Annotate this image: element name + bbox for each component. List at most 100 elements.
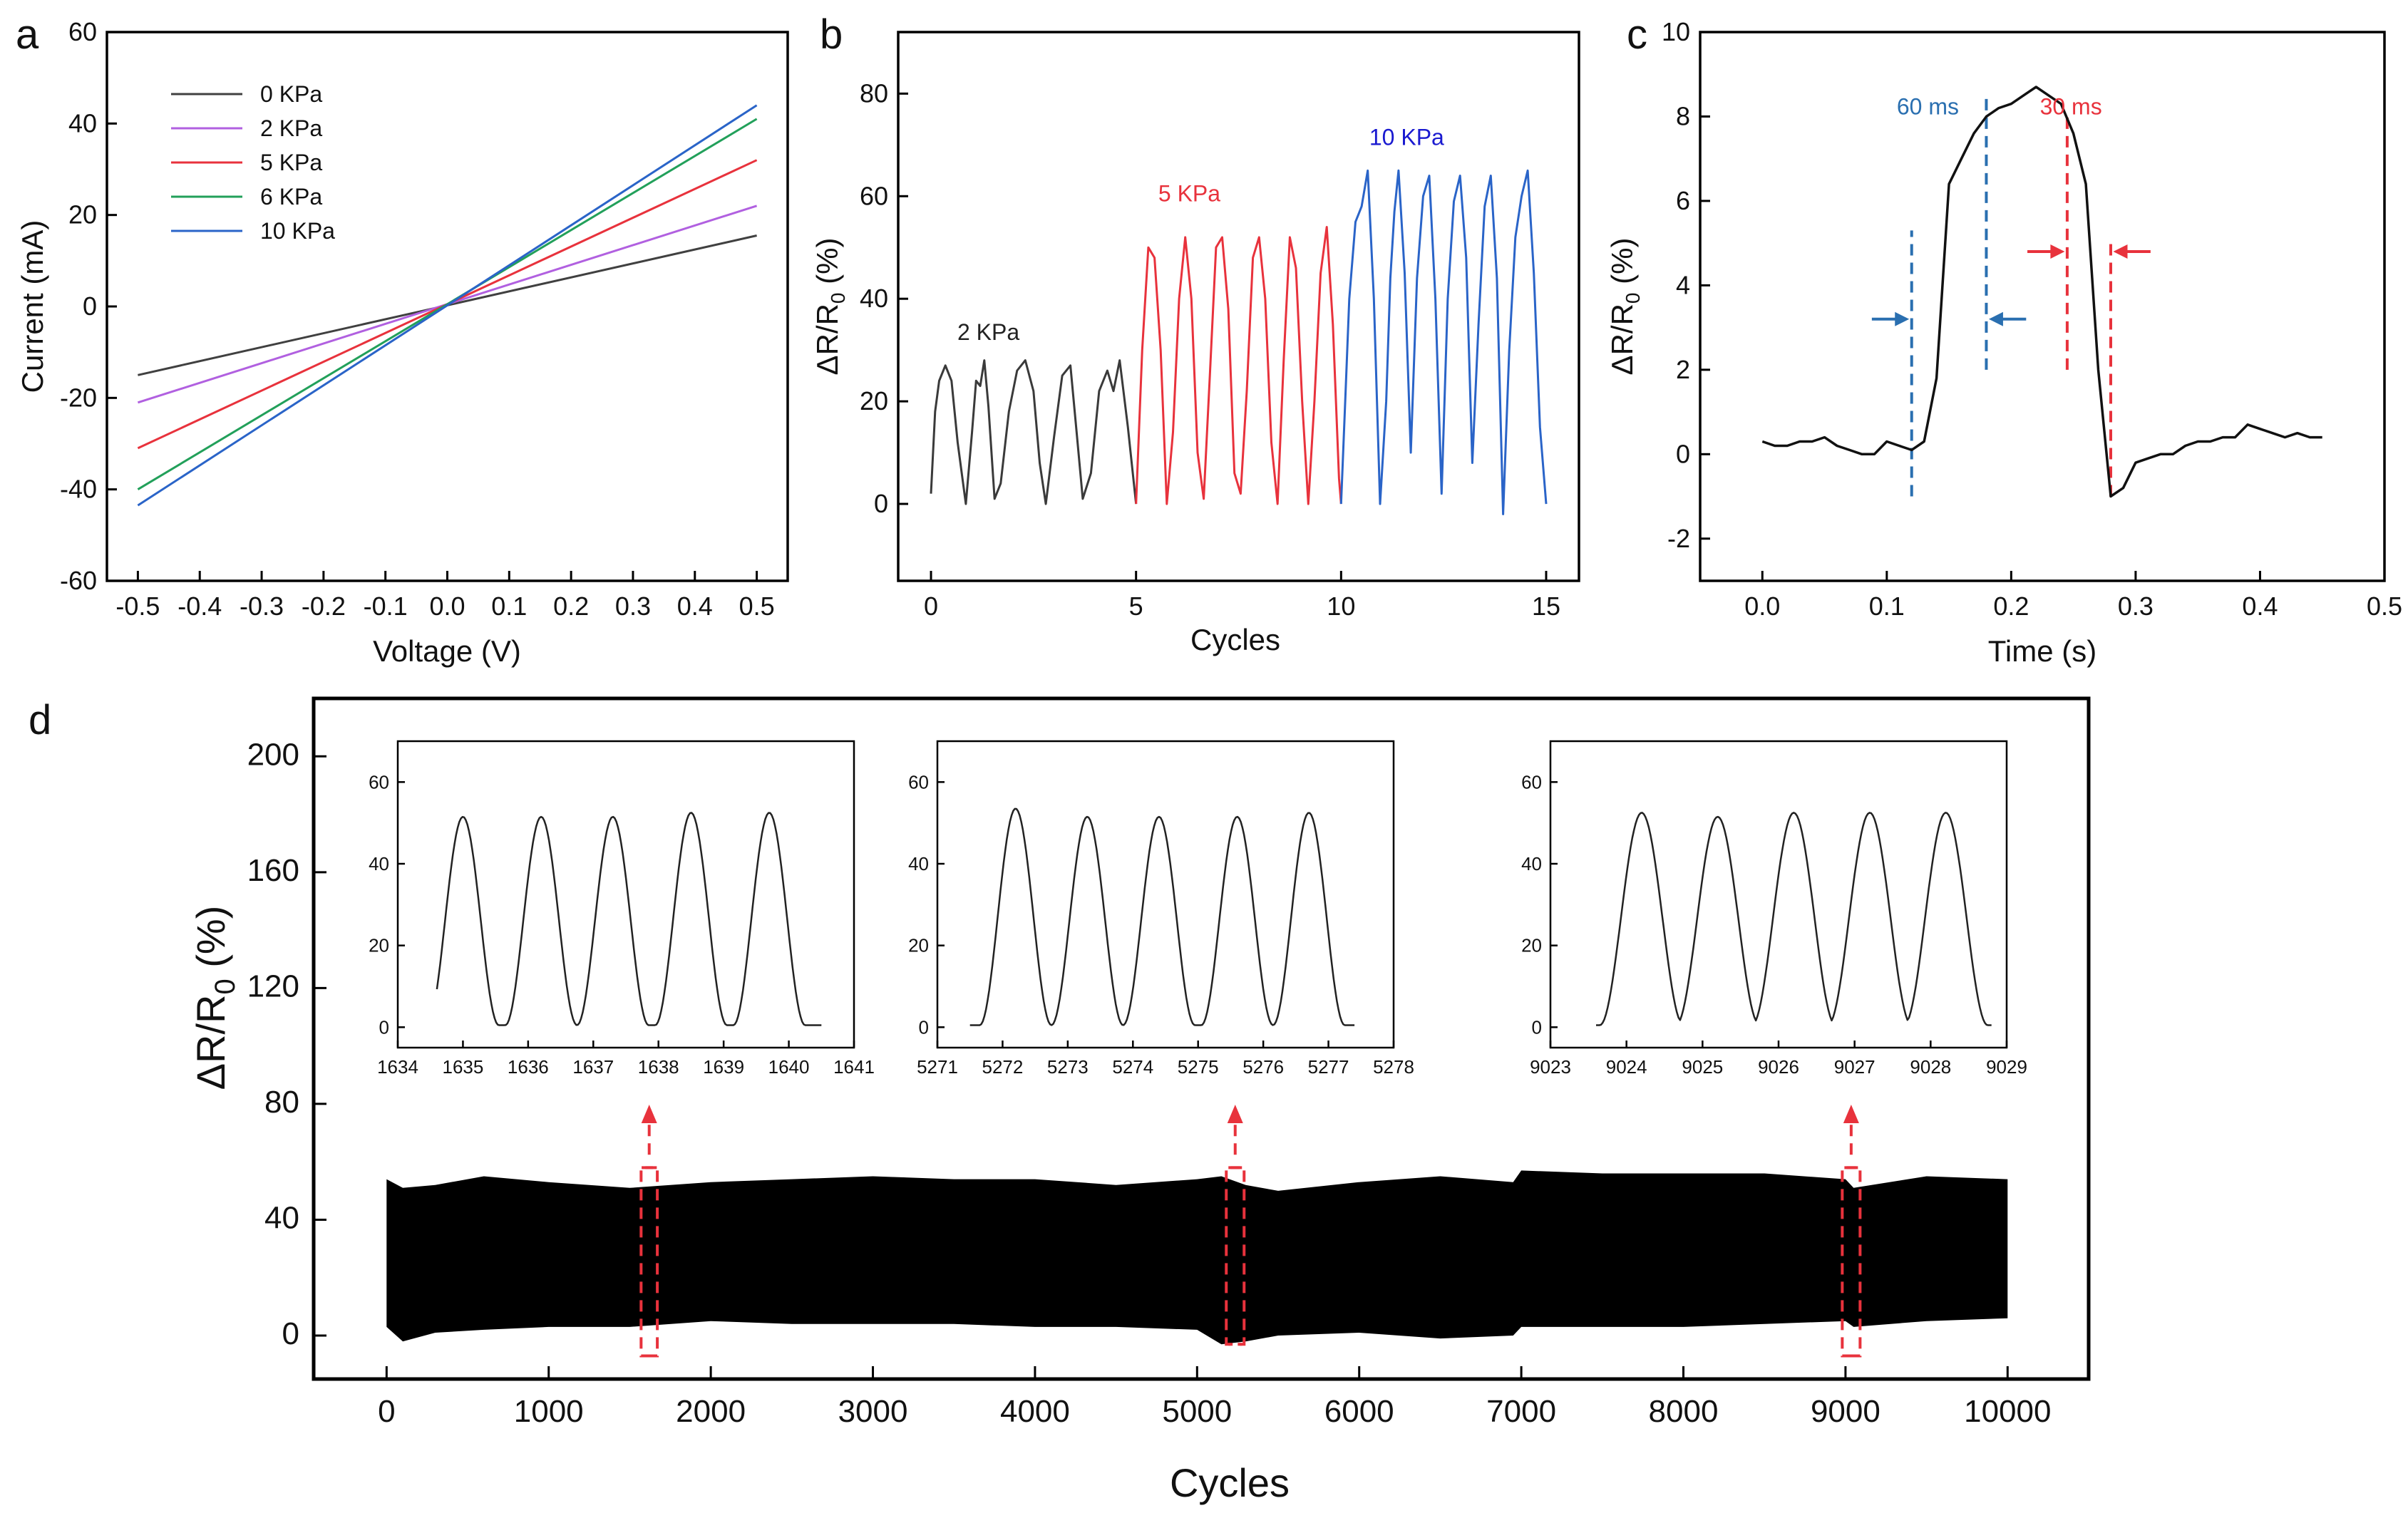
panel-d-xtick-label: 1000 — [514, 1394, 584, 1429]
zoom-arrow-head — [1227, 1105, 1243, 1123]
panel-c-ytick-label: 2 — [1676, 355, 1690, 384]
inset-ytick-label: 60 — [1521, 771, 1542, 792]
panel-d-ytick-label: 120 — [247, 969, 299, 1003]
inset-xtick-label: 9026 — [1758, 1056, 1799, 1078]
annotation-label: 60 ms — [1897, 94, 1959, 120]
highlight-box-right — [642, 1166, 659, 1358]
annotation-label: 5 KPa — [1158, 180, 1220, 206]
inset-ytick-label: 60 — [908, 771, 929, 792]
inset-xtick-label: 1641 — [833, 1056, 875, 1078]
panel-a-xtick-label: -0.2 — [302, 592, 346, 621]
inset-xtick-label: 1637 — [572, 1056, 614, 1078]
panel-a-xtick-label: 0.3 — [615, 592, 651, 621]
inset-5271: 5271 5272 5273 5274 5275 5276 5277 5278 0 20 40 60 — [908, 740, 1414, 1155]
inset-ytick-label: 0 — [919, 1016, 929, 1038]
inset-xtick-label: 5273 — [1047, 1056, 1089, 1078]
panel-a-xtick-label: -0.3 — [240, 592, 284, 621]
inset-xtick-label: 9023 — [1530, 1056, 1571, 1078]
legend-label: 6 KPa — [260, 184, 322, 210]
annotation-label: 10 KPa — [1369, 124, 1444, 150]
inset-ytick-label: 40 — [908, 853, 929, 874]
panel-c-xtick-label: 0.0 — [1744, 592, 1780, 621]
panel-b-ytick-label: 60 — [860, 181, 888, 210]
legend-label: 0 KPa — [260, 81, 322, 107]
panel-d-xtick-label: 3000 — [838, 1394, 908, 1429]
zoom-arrow-head — [1843, 1105, 1859, 1123]
panel-d-ytick-label: 200 — [247, 737, 299, 772]
series-line — [1135, 226, 1342, 505]
inset-frame — [396, 740, 855, 1049]
inset-signal-line — [436, 812, 822, 1026]
panel-letter-c: c — [1627, 11, 1647, 58]
panel-d-xtick-label: 6000 — [1324, 1394, 1394, 1429]
panel-b-xlabel: Cycles — [1190, 623, 1280, 656]
inset-xtick-label: 5275 — [1178, 1056, 1219, 1078]
panel-b-xtick-label: 15 — [1532, 592, 1560, 621]
panel-b-xtick-label: 0 — [924, 592, 938, 621]
panel-d-frame — [312, 696, 2091, 1381]
panel-a-ytick-label: 60 — [68, 17, 97, 46]
panel-a-xtick-label: -0.5 — [115, 592, 160, 621]
panel-d-ylabel: ΔR/R0 (%) — [188, 906, 241, 1090]
panel-b-ytick-label: 40 — [860, 284, 888, 313]
inset-frame — [936, 740, 1395, 1049]
panel-b-xtick-label: 10 — [1327, 592, 1355, 621]
panel-d-xlabel: Cycles — [1170, 1460, 1290, 1505]
panel-a-ytick-label: -20 — [60, 383, 97, 412]
panel-d-xtick-label: 9000 — [1811, 1394, 1880, 1429]
inset-xtick-label: 5272 — [982, 1056, 1024, 1078]
panel-letter-d: d — [29, 697, 51, 743]
panel-d-ytick-label: 160 — [247, 853, 299, 888]
zoom-arrow-head — [641, 1105, 657, 1123]
inset-ytick-label: 20 — [369, 935, 389, 956]
panel-a-ytick-label: -40 — [60, 475, 97, 504]
inset-xtick-label: 1639 — [703, 1056, 744, 1078]
inset-ytick-label: 60 — [369, 771, 389, 792]
inset-xtick-label: 1640 — [768, 1056, 810, 1078]
panel-a-xtick-label: 0.2 — [553, 592, 589, 621]
panel-a-ytick-label: 20 — [68, 200, 97, 229]
panel-c-chart: 0.0 0.1 0.2 0.3 0.4 0.5 -2 0 2 4 6 8 10 60 ms 30 ms T… — [1605, 17, 2402, 668]
panel-b-ytick-label: 20 — [860, 386, 888, 415]
panel-a-xtick-label: 0.1 — [491, 592, 527, 621]
arrow-head — [2113, 244, 2128, 259]
inset-xtick-label: 5274 — [1112, 1056, 1153, 1078]
inset-xtick-label: 1636 — [508, 1056, 549, 1078]
panel-d-ytick-label: 0 — [282, 1316, 299, 1351]
inset-9023: 9023 9024 9025 9026 9027 9028 9029 0 20 40 60 — [1521, 740, 2027, 1155]
panel-a-legend: 0 KPa 2 KPa 5 KPa 6 KPa 10 KPa — [171, 81, 335, 244]
panel-a-xtick-label: 0.5 — [739, 592, 775, 621]
panel-c-ytick-label: -2 — [1667, 524, 1690, 553]
panel-c-xtick-label: 0.2 — [1993, 592, 2029, 621]
series-line — [137, 104, 758, 507]
panel-d-ytick-label: 40 — [264, 1200, 299, 1235]
panel-a-xtick-label: 0.0 — [429, 592, 465, 621]
panel-a-ytick-label: -60 — [60, 566, 97, 595]
inset-ytick-label: 40 — [369, 853, 389, 874]
inset-ytick-label: 20 — [908, 935, 929, 956]
inset-ytick-label: 20 — [1521, 935, 1542, 956]
arrow-head — [2050, 244, 2065, 259]
panel-d-xtick-label: 4000 — [1000, 1394, 1070, 1429]
annotation-label: 2 KPa — [957, 319, 1019, 345]
series-line — [1339, 169, 1548, 515]
inset-ytick-label: 0 — [379, 1016, 389, 1038]
inset-xtick-label: 5278 — [1373, 1056, 1414, 1078]
panel-letter-b: b — [820, 11, 843, 58]
inset-signal-line — [969, 807, 1355, 1026]
panel-b-ytick-label: 0 — [874, 489, 888, 518]
panel-letter-a: a — [16, 11, 39, 58]
cycling-envelope — [386, 1170, 2008, 1345]
panel-c-xlabel: Time (s) — [1988, 634, 2096, 668]
arrow-head — [1988, 311, 2003, 326]
legend-label: 5 KPa — [260, 150, 322, 175]
panel-a-chart: -0.5 -0.4 -0.3 -0.2 -0.1 0.0 0.1 0.2 0.3 0.4 0.5 -6… — [16, 17, 789, 668]
panel-c-ytick-label: 4 — [1676, 270, 1690, 299]
panel-a-xtick-label: -0.1 — [364, 592, 408, 621]
series-line — [1761, 86, 2322, 498]
panel-c-ytick-label: 8 — [1676, 101, 1690, 130]
inset-1634: 1634 1635 1636 1637 1638 1639 1640 1641 0 20 40 60 — [369, 740, 875, 1155]
inset-xtick-label: 9029 — [1986, 1056, 2027, 1078]
inset-xtick-label: 1638 — [638, 1056, 679, 1078]
